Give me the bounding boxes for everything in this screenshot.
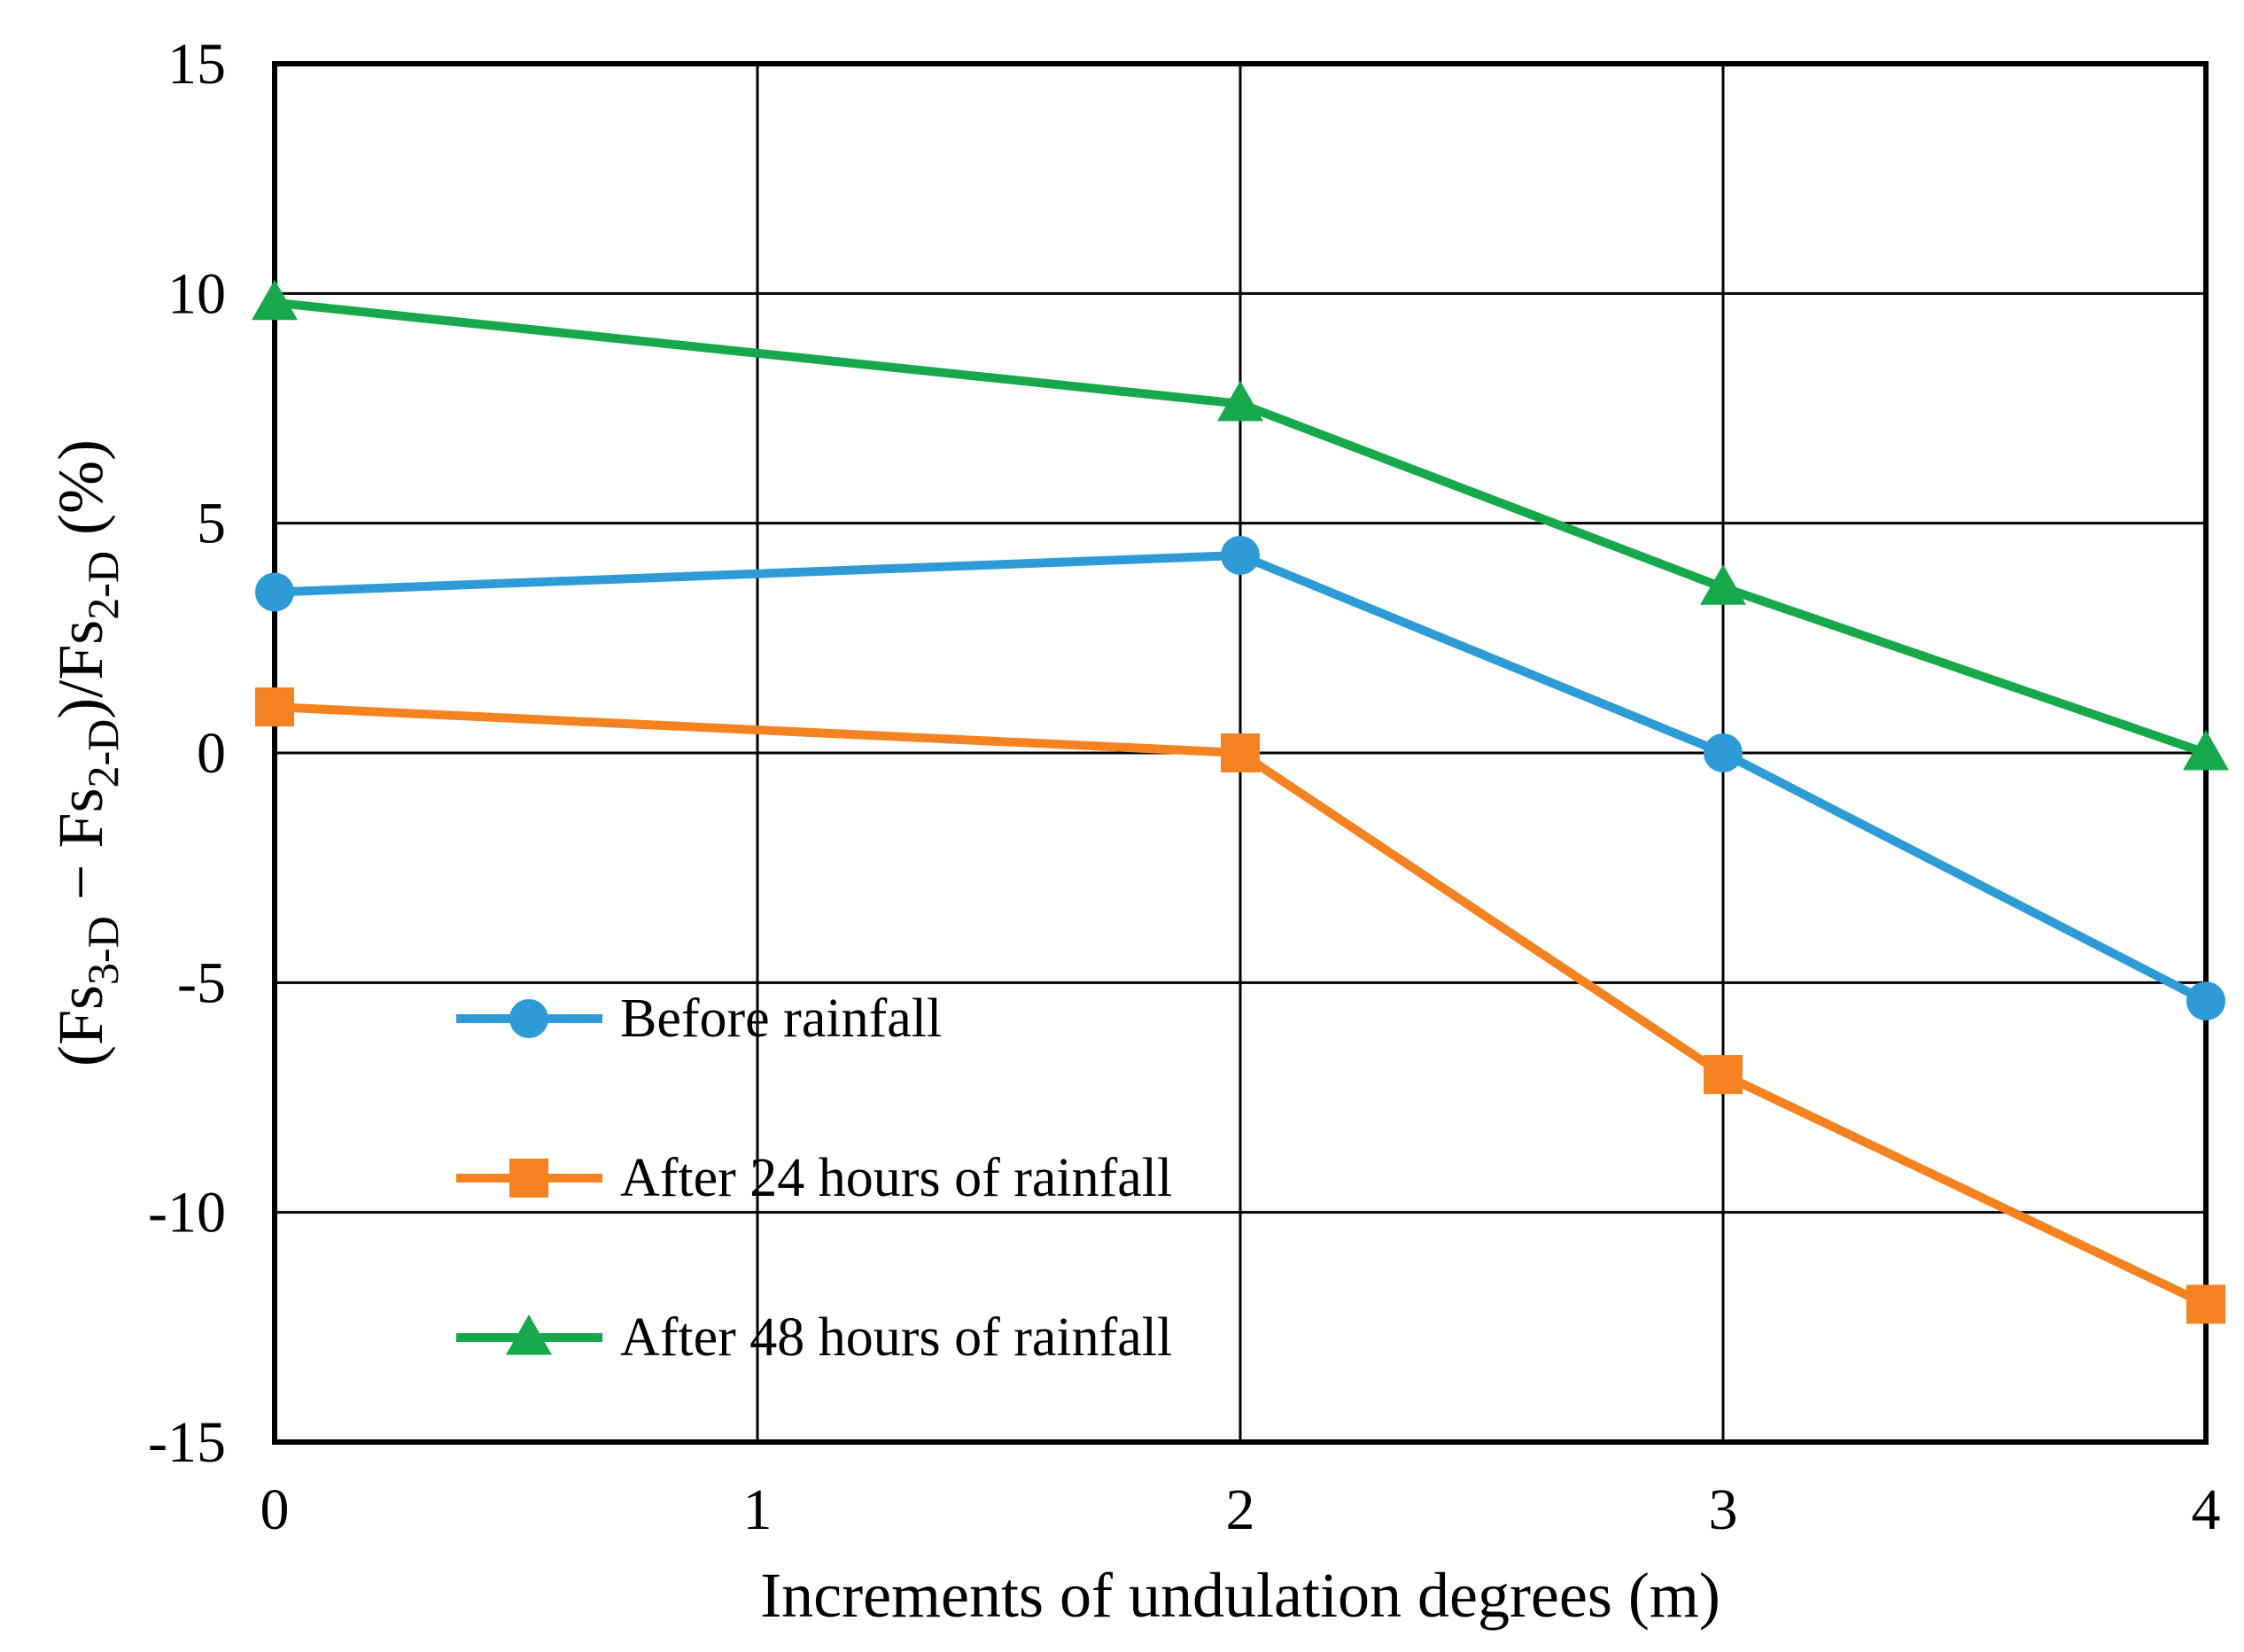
y-tick-label: -15: [148, 1410, 226, 1475]
legend-marker: [506, 1315, 552, 1355]
legend-marker: [509, 999, 548, 1038]
y-title-sub2: 2-D: [78, 719, 128, 788]
data-point-marker: [1704, 733, 1743, 772]
data-point-marker: [2183, 730, 2229, 771]
y-title-sub1: 3-D: [78, 916, 128, 985]
legend-entry-1: Before rainfall: [456, 989, 942, 1049]
data-point-marker: [255, 687, 294, 727]
legend-entry-3: After 48 hours of rainfall: [456, 1307, 1172, 1368]
x-tick-label: 4: [2192, 1477, 2221, 1542]
series-line: [274, 298, 2208, 757]
series-line: [274, 702, 2209, 1308]
legend-label: Before rainfall: [620, 989, 942, 1049]
y-tick-label: 10: [167, 261, 226, 326]
data-point-marker: [1700, 564, 1746, 605]
x-tick-label: 3: [1709, 1477, 1738, 1542]
series-layer: [252, 279, 2229, 1324]
series-2: [255, 687, 2225, 1324]
y-tick-label: 0: [197, 721, 226, 786]
y-title-prefix: (Fs: [45, 985, 116, 1066]
series-1: [255, 535, 2225, 1021]
x-tick-label: 0: [260, 1477, 290, 1542]
y-title-suffix: (%): [45, 439, 116, 551]
data-point-marker: [1221, 535, 1260, 575]
data-point-marker: [255, 572, 294, 612]
series-line: [274, 550, 2209, 1005]
legend-marker: [509, 1159, 548, 1198]
x-tick-label: 2: [1226, 1477, 1255, 1542]
x-axis-title: Increments of undulation degrees (m): [760, 1560, 1720, 1631]
y-axis-title: (Fs3-D − Fs2-D)/Fs2-D (%): [45, 439, 128, 1066]
data-point-marker: [2186, 1284, 2225, 1324]
data-point-marker: [2186, 981, 2225, 1021]
legend-label: After 24 hours of rainfall: [620, 1148, 1172, 1208]
y-title-sub3: 2-D: [78, 551, 128, 620]
data-point-marker: [252, 279, 298, 321]
y-tick-label: -5: [177, 950, 226, 1015]
legend: Before rainfall After 24 hours of rainfal…: [456, 989, 1172, 1368]
series-3: [252, 279, 2229, 771]
legend-label: After 48 hours of rainfall: [620, 1307, 1172, 1368]
y-title-mid2: )/Fs: [45, 620, 116, 719]
x-tick-label: 1: [743, 1477, 773, 1542]
legend-entry-2: After 24 hours of rainfall: [456, 1148, 1172, 1208]
y-tick-label: 15: [167, 32, 226, 97]
y-tick-label: -10: [148, 1181, 226, 1245]
y-tick-label: 5: [197, 492, 226, 556]
y-tick-labels: -15 -10 -5 0 5 10 15: [148, 32, 226, 1475]
y-title-mid: − Fs: [45, 788, 116, 917]
data-point-marker: [1221, 733, 1260, 772]
data-point-marker: [1217, 380, 1263, 422]
data-point-marker: [1704, 1055, 1743, 1095]
x-tick-labels: 0 1 2 3 4: [260, 1477, 2221, 1542]
